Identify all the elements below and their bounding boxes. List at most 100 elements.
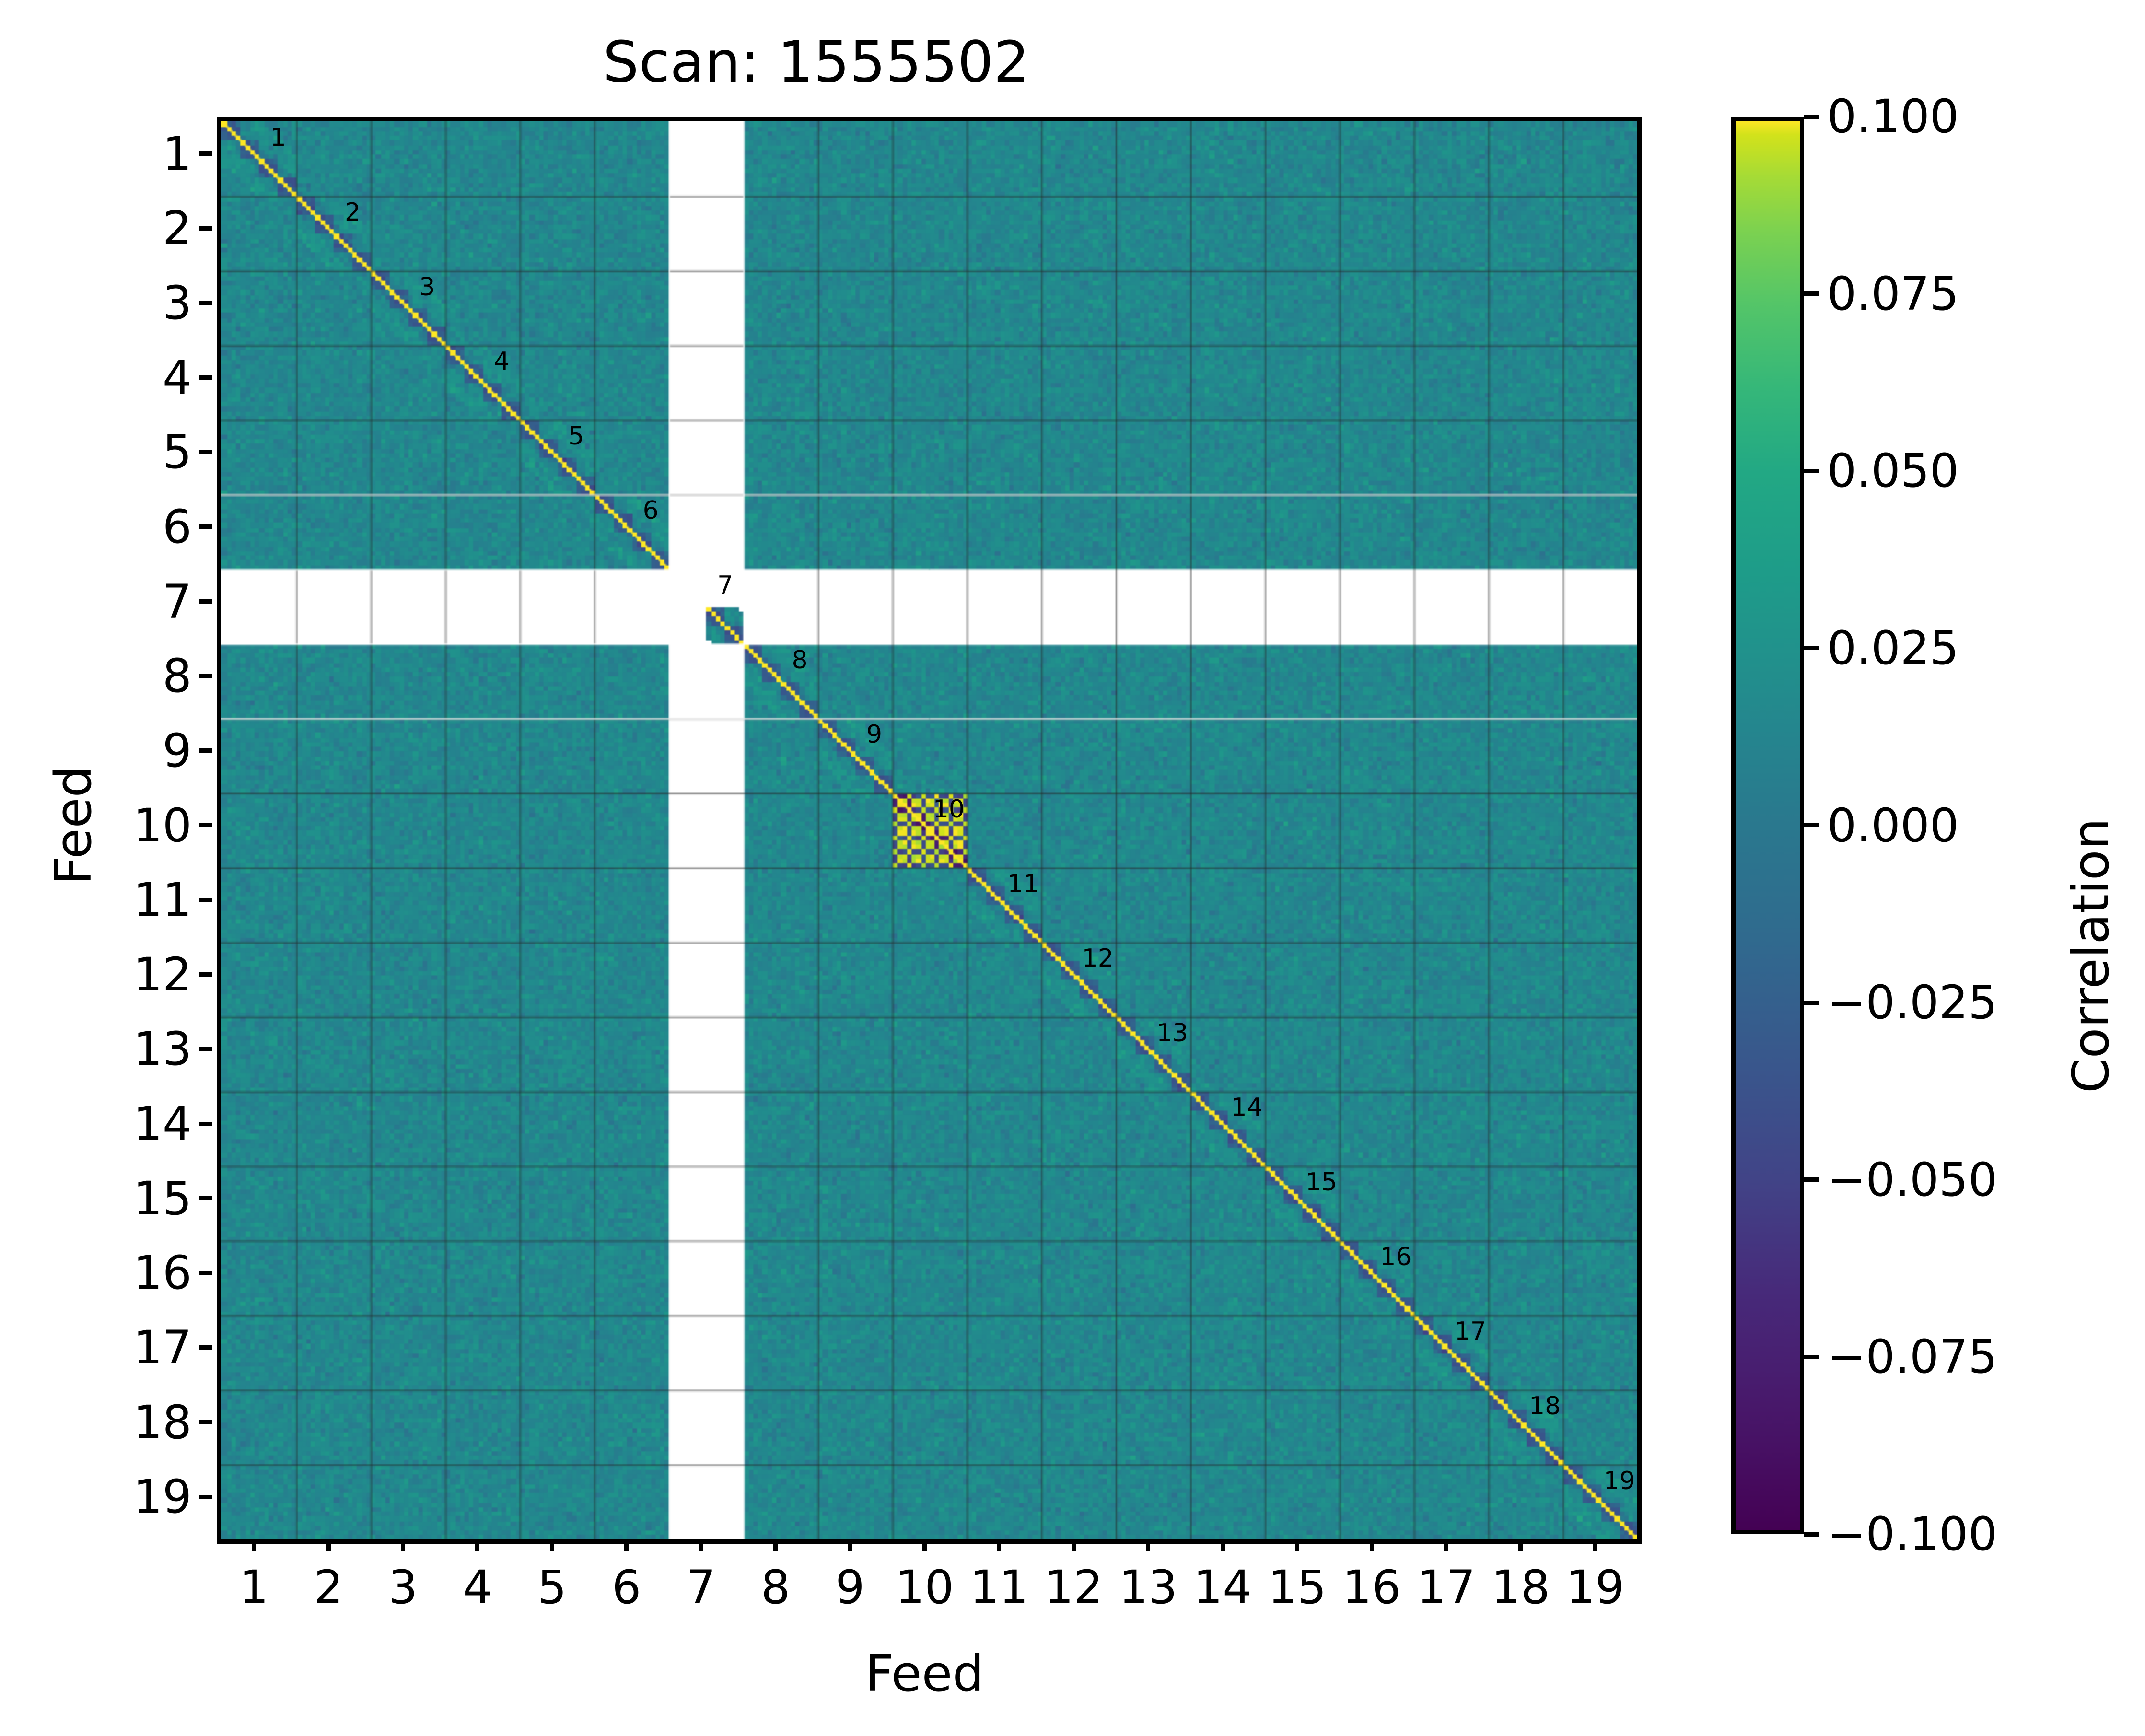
y-tick-mark-15 xyxy=(199,1196,212,1201)
y-tick-label-8: 8 xyxy=(162,649,192,703)
x-tick-label-17: 17 xyxy=(1417,1561,1476,1614)
y-tick-label-3: 3 xyxy=(162,276,192,330)
x-tick-label-12: 12 xyxy=(1044,1561,1103,1614)
x-tick-label-2: 2 xyxy=(314,1561,343,1614)
x-tick-mark-15 xyxy=(1295,1539,1300,1551)
x-tick-label-7: 7 xyxy=(686,1561,716,1614)
x-tick-mark-18 xyxy=(1518,1539,1523,1551)
colorbar-tick-label-5: −0.025 xyxy=(1827,976,1998,1030)
x-tick-mark-13 xyxy=(1146,1539,1151,1551)
colorbar-tick-mark-5 xyxy=(1804,1000,1819,1005)
colorbar-tick-label-0: 0.100 xyxy=(1827,90,1959,143)
x-tick-mark-14 xyxy=(1220,1539,1225,1551)
x-tick-mark-4 xyxy=(475,1539,480,1551)
colorbar: 0.100 0.075 0.050 0.025 0.000 −0.025 −0.050 −0.… xyxy=(1731,90,1997,1561)
heatmap-plot-frame: 1 2 3 4 5 6 7 8 9 10 11 12 13 14 15 16 17 18 19 xyxy=(217,117,1642,1544)
y-tick-label-19: 19 xyxy=(133,1470,192,1524)
x-tick-mark-19 xyxy=(1593,1539,1597,1551)
x-tick-mark-17 xyxy=(1444,1539,1448,1551)
x-tick-label-18: 18 xyxy=(1491,1561,1550,1614)
y-tick-mark-10 xyxy=(199,823,212,827)
x-tick-label-16: 16 xyxy=(1342,1561,1401,1614)
x-tick-mark-1 xyxy=(252,1539,256,1551)
page-title: Scan: 1555502 xyxy=(603,29,1030,95)
colorbar-tick-mark-3 xyxy=(1804,646,1819,651)
x-tick-label-13: 13 xyxy=(1119,1561,1177,1614)
y-tick-mark-7 xyxy=(199,599,212,604)
x-tick-mark-12 xyxy=(1071,1539,1076,1551)
x-tick-mark-11 xyxy=(997,1539,1002,1551)
x-tick-mark-16 xyxy=(1369,1539,1374,1551)
y-tick-label-16: 16 xyxy=(133,1246,192,1300)
heatmap-plot-area: 1 2 3 4 5 6 7 8 9 10 11 12 13 14 15 16 17 18 19 xyxy=(221,121,1637,1539)
y-tick-label-1: 1 xyxy=(162,127,192,181)
y-axis-title: Feed xyxy=(44,766,103,885)
y-tick-label-13: 13 xyxy=(133,1022,192,1076)
colorbar-tick-label-4: 0.000 xyxy=(1827,798,1959,852)
x-tick-mark-8 xyxy=(773,1539,778,1551)
y-tick-mark-11 xyxy=(199,897,212,902)
y-tick-label-15: 15 xyxy=(133,1171,192,1225)
colorbar-gradient xyxy=(1731,117,1804,1534)
x-tick-label-3: 3 xyxy=(388,1561,418,1614)
x-tick-mark-7 xyxy=(699,1539,703,1551)
colorbar-tick-label-3: 0.025 xyxy=(1827,621,1959,675)
x-tick-mark-9 xyxy=(848,1539,852,1551)
colorbar-tick-label-2: 0.050 xyxy=(1827,444,1959,498)
colorbar-tick-mark-8 xyxy=(1804,1532,1819,1537)
y-tick-label-9: 9 xyxy=(162,723,192,778)
y-tick-mark-19 xyxy=(199,1494,212,1499)
x-tick-label-5: 5 xyxy=(537,1561,567,1614)
x-tick-label-14: 14 xyxy=(1193,1561,1252,1614)
x-tick-mark-3 xyxy=(401,1539,406,1551)
colorbar-tick-mark-6 xyxy=(1804,1177,1819,1182)
colorbar-tick-label-1: 0.075 xyxy=(1827,267,1959,321)
colorbar-tick-label-8: −0.100 xyxy=(1827,1507,1998,1561)
y-tick-label-14: 14 xyxy=(133,1097,192,1151)
y-tick-mark-14 xyxy=(199,1121,212,1126)
x-tick-mark-6 xyxy=(624,1539,629,1551)
x-tick-label-6: 6 xyxy=(612,1561,641,1614)
y-tick-label-18: 18 xyxy=(133,1395,192,1449)
y-tick-label-2: 2 xyxy=(162,201,192,256)
y-tick-label-11: 11 xyxy=(133,873,192,927)
x-axis-title: Feed xyxy=(865,1644,984,1703)
colorbar-tick-label-6: −0.050 xyxy=(1827,1153,1998,1207)
x-tick-label-8: 8 xyxy=(761,1561,791,1614)
colorbar-tick-mark-1 xyxy=(1804,291,1819,296)
colorbar-tick-mark-7 xyxy=(1804,1354,1819,1359)
y-tick-mark-2 xyxy=(199,226,212,231)
y-tick-label-7: 7 xyxy=(162,574,192,629)
x-tick-label-9: 9 xyxy=(835,1561,865,1614)
y-tick-mark-3 xyxy=(199,301,212,305)
colorbar-tick-mark-0 xyxy=(1804,114,1819,119)
colorbar-tick-label-7: −0.075 xyxy=(1827,1330,1998,1384)
y-tick-label-4: 4 xyxy=(162,350,192,405)
y-tick-mark-6 xyxy=(199,524,212,529)
x-tick-label-11: 11 xyxy=(969,1561,1028,1614)
y-tick-mark-9 xyxy=(199,748,212,753)
y-tick-label-17: 17 xyxy=(133,1320,192,1375)
y-tick-mark-13 xyxy=(199,1047,212,1051)
x-tick-mark-2 xyxy=(326,1539,331,1551)
colorbar-title: Correlation xyxy=(2062,818,2120,1093)
y-tick-mark-8 xyxy=(199,674,212,678)
colorbar-tick-mark-4 xyxy=(1804,823,1819,827)
y-tick-mark-1 xyxy=(199,151,212,156)
y-tick-mark-17 xyxy=(199,1345,212,1350)
y-tick-mark-12 xyxy=(199,972,212,977)
colorbar-tick-mark-2 xyxy=(1804,468,1819,473)
y-tick-mark-4 xyxy=(199,375,212,380)
y-tick-mark-18 xyxy=(199,1420,212,1425)
y-tick-label-6: 6 xyxy=(162,500,192,554)
y-tick-mark-5 xyxy=(199,450,212,454)
x-tick-label-10: 10 xyxy=(895,1561,954,1614)
y-tick-label-5: 5 xyxy=(162,425,192,479)
y-tick-label-10: 10 xyxy=(133,798,192,852)
x-tick-label-1: 1 xyxy=(239,1561,269,1614)
y-tick-mark-16 xyxy=(199,1270,212,1275)
x-tick-label-15: 15 xyxy=(1268,1561,1327,1614)
x-tick-label-4: 4 xyxy=(463,1561,492,1614)
x-tick-mark-5 xyxy=(549,1539,554,1551)
x-tick-label-19: 19 xyxy=(1566,1561,1625,1614)
